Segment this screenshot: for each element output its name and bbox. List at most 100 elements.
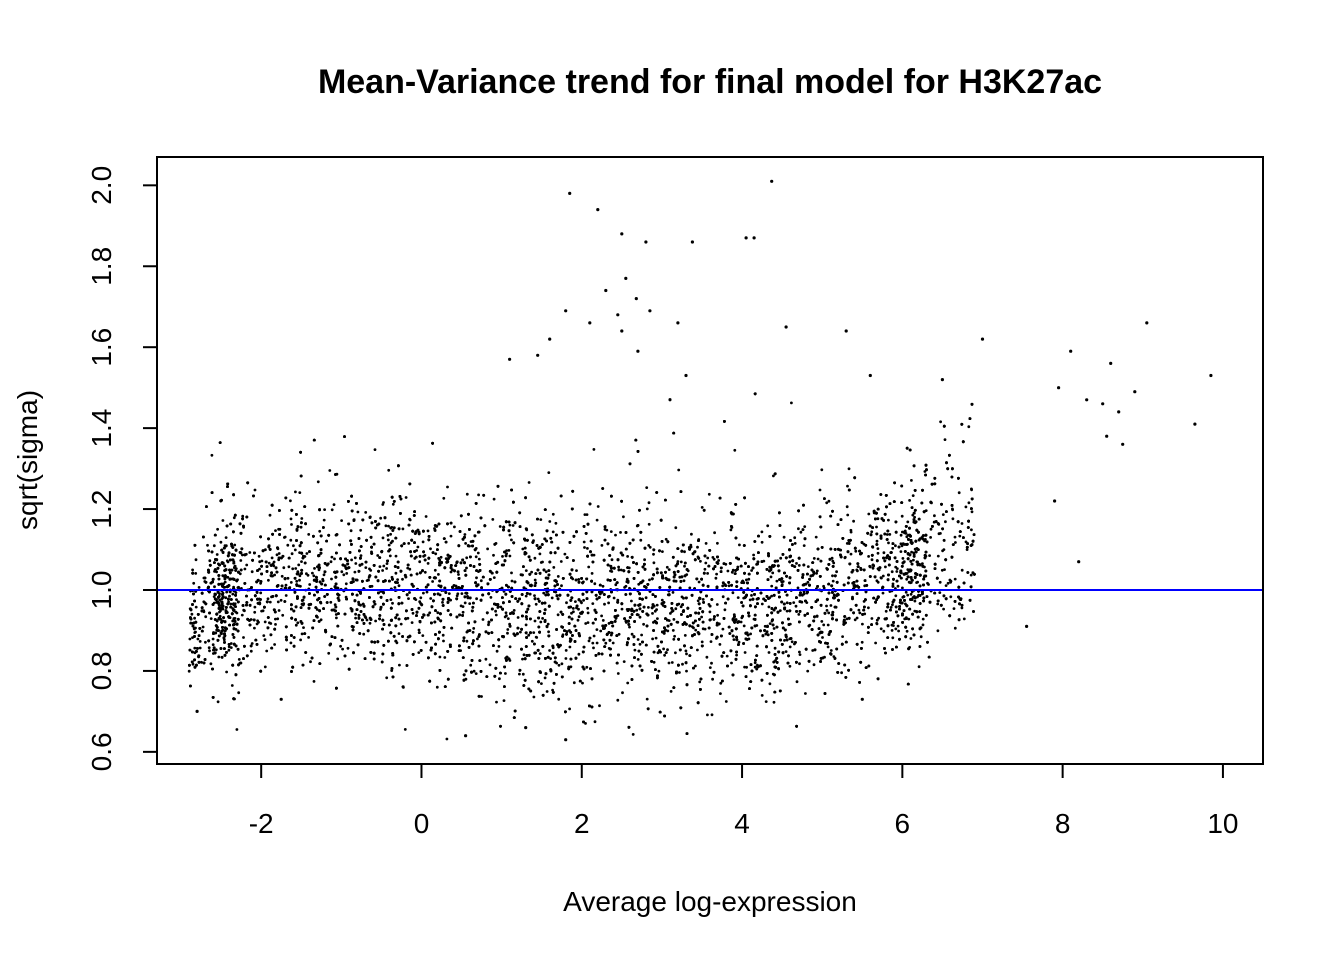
scatter-point [622,515,625,519]
scatter-point [829,604,833,607]
scatter-point [393,586,397,589]
scatter-point [595,518,599,522]
scatter-point [341,647,344,651]
scatter-point [647,501,651,505]
scatter-point [373,448,377,451]
scatter-point [238,572,242,576]
scatter-point [385,676,389,680]
scatter-point [397,632,401,635]
scatter-point [387,524,390,528]
scatter-point [806,580,810,584]
scatter-point [278,527,282,531]
scatter-point [614,533,617,537]
scatter-point [909,581,912,585]
scatter-point [921,617,925,621]
scatter-point [289,641,293,645]
scatter-point [647,522,651,526]
scatter-point [487,623,490,627]
scatter-point [849,528,853,532]
scatter-point [298,491,302,494]
scatter-point [417,651,421,654]
scatter-point [197,586,201,589]
scatter-point [630,599,633,603]
scatter-point [416,545,420,549]
scatter-point [617,565,620,569]
scatter-point [546,622,550,626]
scatter-point [438,558,442,562]
scatter-point [463,601,467,605]
scatter-point [218,614,222,618]
scatter-point [329,560,333,564]
scatter-point [685,652,688,656]
scatter-point [280,574,284,578]
scatter-point [636,638,640,641]
scatter-point [354,562,358,565]
scatter-point [681,662,684,666]
scatter-point [790,401,793,405]
scatter-point [460,592,464,595]
scatter-point [944,520,947,524]
scatter-point [389,598,393,601]
scatter-point [572,610,575,614]
scatter-point [298,574,302,578]
scatter-point [511,524,515,527]
scatter-point [417,628,421,632]
scatter-point [323,508,326,511]
scatter-point [289,517,293,521]
scatter-point [208,649,211,653]
scatter-point [592,634,596,638]
scatter-point [938,591,942,594]
scatter-point [300,632,304,636]
scatter-point [745,578,748,582]
scatter-point [891,582,895,586]
scatter-point [889,606,893,609]
scatter-point [730,570,734,574]
scatter-point [563,552,567,556]
scatter-point [290,523,293,526]
scatter-point [200,660,203,664]
scatter-point [797,527,800,531]
scatter-point [799,530,803,534]
scatter-point [455,594,459,598]
scatter-point [910,550,913,554]
scatter-point [307,636,310,639]
scatter-point [364,566,368,569]
scatter-point [676,560,680,563]
scatter-point [233,543,237,547]
scatter-point [577,607,580,611]
scatter-point [831,579,835,583]
scatter-point [248,551,252,554]
scatter-point [670,661,674,664]
scatter-point [574,600,577,603]
scatter-point [738,543,741,547]
scatter-point [475,576,478,580]
scatter-point [724,700,728,703]
scatter-point [797,613,801,616]
scatter-point [436,611,440,615]
scatter-point [685,669,688,673]
scatter-point [706,713,709,717]
scatter-point [461,605,465,608]
scatter-point [826,645,830,649]
scatter-point [255,590,259,594]
scatter-point [888,533,892,536]
scatter-point [921,623,925,627]
scatter-point [879,576,883,580]
scatter-point [717,559,720,562]
scatter-point [339,644,342,648]
scatter-point [401,527,405,531]
scatter-point [820,468,824,472]
scatter-point [577,615,581,619]
scatter-point [502,699,506,702]
scatter-point [253,605,257,609]
scatter-point [737,640,741,644]
scatter-point [253,488,257,492]
scatter-point [665,565,669,569]
scatter-point [895,570,899,573]
scatter-point [421,540,425,544]
scatter-point [524,623,528,627]
scatter-point [442,496,446,500]
scatter-point [651,612,654,615]
scatter-point [267,578,270,582]
scatter-point [760,602,764,606]
